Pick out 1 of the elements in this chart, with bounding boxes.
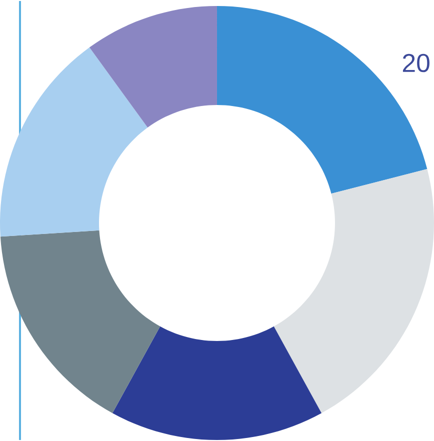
text: 20: [402, 54, 430, 72]
